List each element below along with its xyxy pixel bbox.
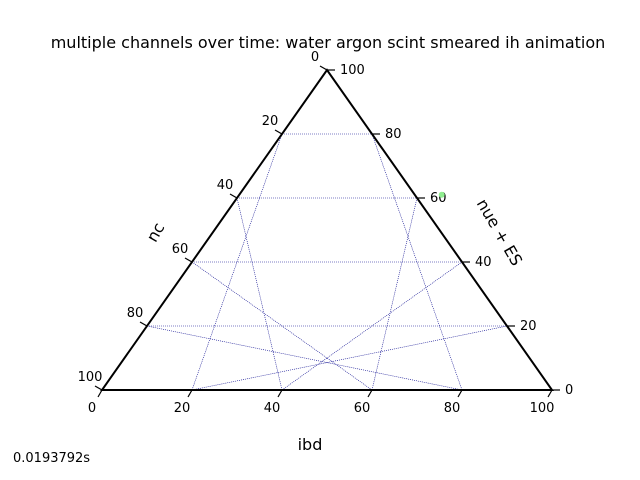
tick-mark bbox=[139, 321, 148, 327]
tick-label-right: 100 bbox=[340, 63, 365, 78]
tick-mark bbox=[457, 389, 463, 398]
tick-label-left: 0 bbox=[311, 50, 319, 65]
grid-line bbox=[281, 261, 463, 391]
tick-mark bbox=[277, 389, 283, 398]
grid-lines bbox=[146, 133, 508, 391]
grid-line bbox=[191, 133, 283, 391]
tick-mark bbox=[187, 389, 193, 398]
tick-label-right: 20 bbox=[520, 319, 537, 334]
tick-label-bottom: 0 bbox=[88, 401, 96, 416]
tick-label-bottom: 20 bbox=[174, 401, 191, 416]
grid-line bbox=[236, 197, 283, 391]
data-point bbox=[438, 191, 445, 198]
tick-label-left: 40 bbox=[217, 178, 234, 193]
tick-label-bottom: 80 bbox=[444, 401, 461, 416]
chart-title: multiple channels over time: water argon… bbox=[50, 33, 606, 52]
grid-line bbox=[191, 261, 373, 391]
tick-mark bbox=[547, 389, 553, 398]
axis-label-bottom: ibd bbox=[298, 435, 323, 454]
tick-label-left: 60 bbox=[172, 242, 189, 257]
time-readout: 0.0193792s bbox=[13, 451, 91, 466]
tick-mark bbox=[367, 389, 373, 398]
tick-mark bbox=[229, 193, 238, 199]
axis-label-left: nc bbox=[142, 219, 168, 245]
tick-mark bbox=[97, 389, 103, 398]
tick-mark bbox=[319, 65, 328, 71]
tick-label-right: 0 bbox=[565, 383, 573, 398]
triangle-frame bbox=[100, 68, 554, 391]
grid-line bbox=[191, 325, 508, 391]
tick-label-bottom: 40 bbox=[264, 401, 281, 416]
data-points bbox=[438, 191, 445, 198]
grid-line bbox=[146, 325, 463, 391]
tick-label-bottom: 60 bbox=[354, 401, 371, 416]
tick-mark bbox=[94, 385, 103, 391]
grid-line bbox=[371, 197, 418, 391]
tick-label-left: 20 bbox=[262, 114, 279, 129]
tick-label-left: 80 bbox=[127, 306, 144, 321]
tick-label-right: 40 bbox=[475, 255, 492, 270]
grid-line bbox=[371, 133, 463, 391]
tick-mark bbox=[274, 129, 283, 135]
tick-label-left: 100 bbox=[78, 370, 103, 385]
tick-label-bottom: 100 bbox=[530, 401, 555, 416]
tick-label-right: 80 bbox=[385, 127, 402, 142]
tick-mark bbox=[184, 257, 193, 263]
